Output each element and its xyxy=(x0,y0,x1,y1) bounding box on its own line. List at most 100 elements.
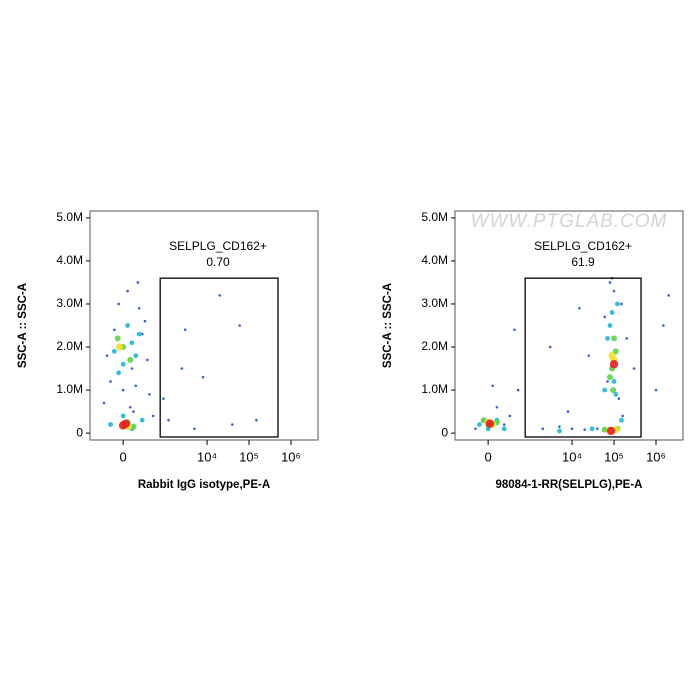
y-axis-title: SSC-A :: SSC-A xyxy=(382,283,394,368)
event-dot xyxy=(620,302,623,306)
event-dot xyxy=(606,374,613,381)
event-dot xyxy=(136,281,140,284)
gate xyxy=(524,277,642,438)
gate-percent: 61.9 xyxy=(571,255,595,269)
event-dot xyxy=(137,306,141,310)
y-tick-label: 3.0M xyxy=(421,296,448,310)
event-dot xyxy=(502,423,506,426)
event-dot xyxy=(125,323,131,328)
event-dot xyxy=(578,306,581,310)
event-dot xyxy=(621,414,624,418)
event-dot xyxy=(183,328,187,332)
event-dot xyxy=(114,335,121,342)
event-dot xyxy=(146,358,149,362)
event-dot xyxy=(667,294,670,297)
event-dot xyxy=(130,423,137,430)
event-dot xyxy=(126,289,129,293)
event-dot xyxy=(134,384,138,388)
y-tick-label: 4.0M xyxy=(421,253,448,267)
event-dot xyxy=(128,405,132,409)
event-dot xyxy=(608,281,612,284)
gate-name: SELPLG_CD162+ xyxy=(169,239,267,253)
event-dot xyxy=(255,418,258,422)
event-dot xyxy=(485,419,495,428)
event-dot xyxy=(130,367,134,370)
event-dot xyxy=(605,336,610,341)
event-dot xyxy=(476,422,482,427)
y-tick-label: 3.0M xyxy=(56,296,83,310)
gate-name: SELPLG_CD162+ xyxy=(534,239,632,253)
event-dot xyxy=(566,410,570,413)
event-dot xyxy=(495,405,499,409)
x-tick-label: 0 xyxy=(120,449,127,464)
x-tick-label: 10⁴ xyxy=(562,449,582,464)
event-dot xyxy=(508,414,512,418)
event-dot xyxy=(193,427,196,431)
event-dot xyxy=(132,410,135,413)
event-dot xyxy=(516,388,520,392)
event-dot xyxy=(613,391,619,397)
y-tick-label: 2.0M xyxy=(421,339,448,353)
event-dot xyxy=(121,388,125,392)
event-dot xyxy=(115,343,124,351)
event-dot xyxy=(151,414,155,418)
event-dot xyxy=(129,340,135,346)
event-dot xyxy=(120,413,126,419)
event-dot xyxy=(111,348,117,354)
event-dot xyxy=(557,428,562,434)
event-dot xyxy=(117,302,120,306)
event-dot xyxy=(632,367,636,370)
event-dot xyxy=(513,328,516,332)
event-dot xyxy=(558,425,561,428)
event-dot xyxy=(143,319,147,323)
y-axis-title: SSC-A :: SSC-A xyxy=(17,283,29,368)
event-dot xyxy=(541,427,545,431)
event-dot xyxy=(140,332,144,336)
event-dot xyxy=(611,379,617,384)
event-dot xyxy=(609,310,615,315)
x-tick-label: 10⁶ xyxy=(646,449,666,464)
x-tick-label: 0 xyxy=(485,449,492,464)
x-tick-label: 10⁴ xyxy=(197,449,217,464)
event-dot xyxy=(120,361,126,367)
gate xyxy=(159,277,279,438)
event-dot xyxy=(139,417,145,423)
event-dot xyxy=(148,393,151,396)
event-dot xyxy=(218,294,222,297)
event-dot xyxy=(610,387,617,394)
watermark: WWW.PTGLAB.COM xyxy=(471,211,668,232)
event-dot xyxy=(105,354,109,357)
event-dot xyxy=(162,397,165,400)
event-dot xyxy=(109,380,112,383)
event-dot xyxy=(167,418,170,422)
event-dot xyxy=(611,335,618,342)
x-axis-title: Rabbit IgG isotype,PE-A xyxy=(138,479,270,491)
event-dot xyxy=(602,387,608,393)
y-tick-label: 1.0M xyxy=(56,382,83,396)
event-dot xyxy=(662,324,665,327)
event-dot xyxy=(491,384,494,388)
event-dot xyxy=(596,427,599,431)
event-dot xyxy=(548,345,552,349)
event-dot xyxy=(587,354,591,357)
event-dot xyxy=(136,331,142,337)
plot-frame xyxy=(454,210,684,441)
event-dot xyxy=(570,427,574,431)
event-dot xyxy=(201,375,205,379)
event-dot xyxy=(601,426,608,433)
event-dot xyxy=(609,360,619,369)
event-dot xyxy=(501,426,507,432)
x-tick-label: 10⁶ xyxy=(281,449,301,464)
event-dot xyxy=(113,328,116,332)
event-dot xyxy=(108,422,113,427)
event-dot xyxy=(606,380,609,383)
plot-frame xyxy=(89,210,319,441)
event-dot xyxy=(654,388,658,392)
event-dot xyxy=(607,323,613,328)
event-dot xyxy=(231,423,234,426)
event-dot xyxy=(133,353,139,359)
event-dot xyxy=(116,370,122,376)
gate-percent: 0.70 xyxy=(206,255,230,269)
